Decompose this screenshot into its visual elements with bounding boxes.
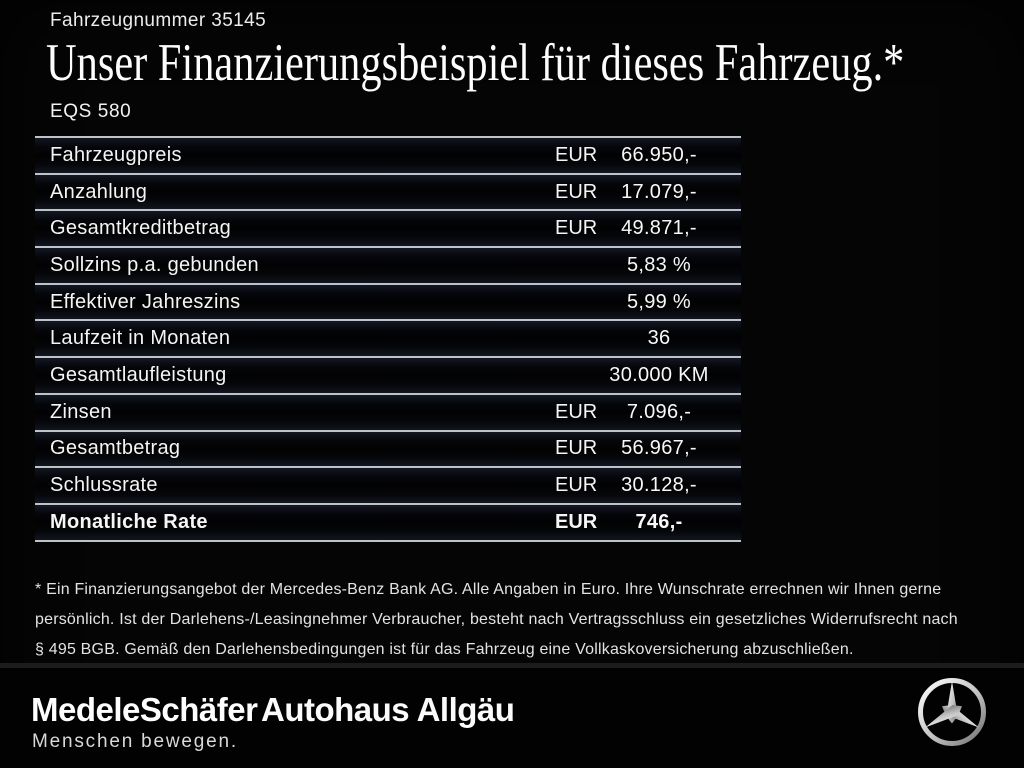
table-row: Fahrzeugpreis EUR 66.950,- — [35, 136, 741, 173]
row-label: Anzahlung — [50, 180, 148, 203]
row-value: 30.128,- — [621, 474, 697, 497]
footer: MedeleSchäfer Autohaus Allgäu Menschen b… — [0, 668, 1024, 768]
row-value: 5,83 % — [626, 253, 692, 276]
row-value: 56.967,- — [621, 437, 697, 460]
row-label: Gesamtkreditbetrag — [50, 217, 232, 240]
vehicle-number: Fahrzeugnummer 35145 — [50, 10, 267, 31]
row-label: Effektiver Jahreszins — [50, 290, 241, 313]
row-currency: EUR — [555, 510, 598, 533]
row-value: 17.079,- — [621, 180, 697, 203]
table-row: Schlussrate EUR 30.128,- — [35, 466, 741, 503]
footnote-line: § 495 BGB. Gemäß den Darlehensbedingunge… — [35, 641, 854, 658]
row-label: Fahrzeugpreis — [50, 143, 182, 166]
footnote-line: persönlich. Ist der Darlehens-/Leasingne… — [35, 611, 958, 628]
row-currency: EUR — [555, 143, 598, 166]
finance-table: Fahrzeugpreis EUR 66.950,- Anzahlung EUR… — [35, 136, 741, 542]
page-title: Unser Finanzierungsbeispiel für dieses F… — [46, 34, 905, 92]
table-row: Anzahlung EUR 17.079,- — [35, 172, 741, 210]
row-currency: EUR — [555, 474, 598, 497]
table-row: Effektiver Jahreszins 5,99 % — [35, 282, 741, 320]
dealer-tagline: Menschen bewegen. — [32, 731, 238, 752]
model-name: EQS 580 — [50, 101, 132, 122]
footnote-line: * Ein Finanzierungsangebot der Mercedes-… — [35, 581, 942, 598]
dealer-logo: MedeleSchäfer — [31, 691, 258, 728]
table-row: Laufzeit in Monaten 36 — [35, 319, 741, 357]
row-value: 746,- — [635, 510, 683, 533]
row-label: Zinsen — [50, 400, 112, 423]
table-row: Monatliche Rate EUR 746,- — [35, 502, 741, 540]
row-label: Sollzins p.a. gebunden — [50, 253, 259, 276]
footer-divider — [0, 663, 1024, 668]
mercedes-benz-star-icon — [918, 678, 986, 746]
table-row: Sollzins p.a. gebunden 5,83 % — [35, 246, 741, 283]
row-value: 66.950,- — [621, 143, 697, 166]
row-value: 5,99 % — [626, 290, 692, 313]
row-label: Gesamtbetrag — [50, 437, 181, 460]
footnote: * Ein Finanzierungsangebot der Mercedes-… — [35, 575, 1010, 665]
dealer-name-secondary: Autohaus Allgäu — [261, 691, 515, 728]
row-currency: EUR — [555, 400, 598, 423]
row-currency: EUR — [555, 437, 598, 460]
row-value: 30.000 KM — [609, 363, 709, 386]
row-currency: EUR — [555, 217, 598, 240]
row-currency: EUR — [555, 180, 598, 203]
table-row: Gesamtbetrag EUR 56.967,- — [35, 429, 741, 467]
row-label: Gesamtlaufleistung — [50, 363, 227, 386]
table-row: Gesamtlaufleistung 30.000 KM — [35, 356, 741, 393]
row-value: 36 — [647, 327, 671, 350]
table-row: Zinsen EUR 7.096,- — [35, 392, 741, 430]
row-value: 49.871,- — [621, 217, 697, 240]
row-value: 7.096,- — [626, 400, 692, 423]
row-label: Monatliche Rate — [50, 510, 208, 533]
table-row: Gesamtkreditbetrag EUR 49.871,- — [35, 209, 741, 247]
row-label: Schlussrate — [50, 474, 158, 497]
row-label: Laufzeit in Monaten — [50, 327, 231, 350]
